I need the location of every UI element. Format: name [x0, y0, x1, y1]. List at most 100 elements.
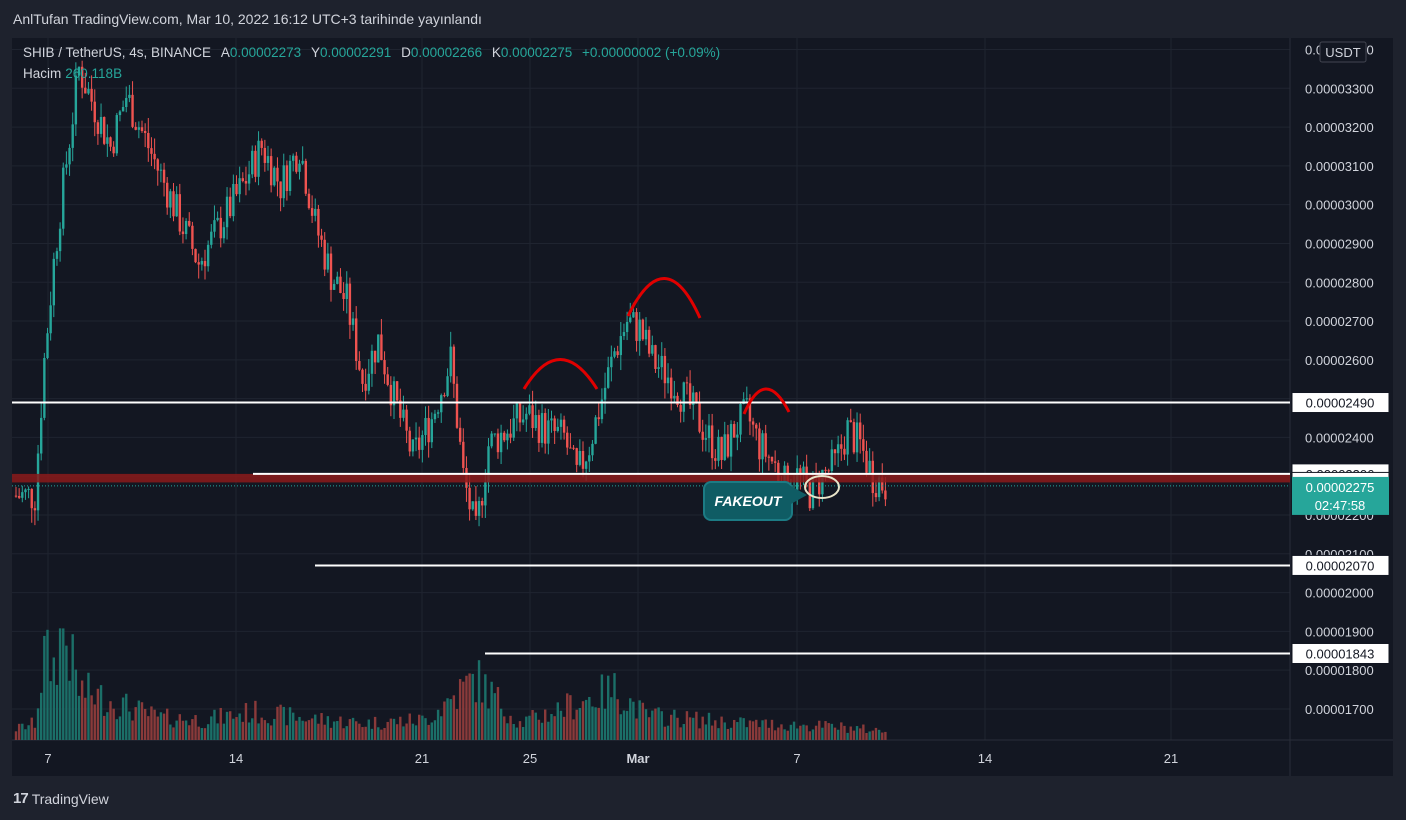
volume-bar — [162, 713, 166, 740]
candle-body — [203, 261, 207, 267]
candle-body — [197, 262, 200, 265]
volume-bar — [169, 724, 172, 740]
volume-bar — [377, 727, 380, 740]
volume-bar — [584, 699, 588, 740]
volume-bar — [764, 719, 767, 740]
volume-bar — [632, 701, 635, 740]
candle-body — [660, 355, 663, 368]
volume-bar — [355, 721, 358, 740]
volume-bar — [695, 711, 698, 740]
volume-bar — [666, 725, 670, 740]
volume-bar — [707, 712, 711, 740]
volume-bar — [723, 722, 726, 740]
volume-bar — [109, 701, 112, 740]
candle-body — [616, 351, 619, 356]
candle-body — [178, 194, 181, 232]
volume-bar — [720, 716, 723, 740]
volume-bar — [222, 723, 226, 740]
candle-body — [591, 443, 594, 456]
candle-body — [685, 382, 689, 384]
volume-bar — [544, 709, 547, 740]
candle-body — [550, 418, 553, 421]
candle-body — [266, 156, 270, 163]
volume-bar — [512, 723, 515, 740]
volume-bar — [24, 729, 27, 740]
candle-body — [818, 473, 821, 495]
candle-body — [733, 424, 736, 438]
volume-bar — [238, 713, 241, 740]
x-tick-label: 14 — [229, 751, 243, 766]
candle-body — [629, 317, 632, 322]
candle-body — [314, 208, 317, 216]
candle-body — [27, 488, 30, 490]
volume-bar — [852, 730, 856, 740]
candle-body — [219, 217, 222, 239]
volume-bar — [241, 721, 244, 740]
volume-bar — [613, 673, 616, 740]
volume-bar — [449, 699, 452, 740]
symbol-legend: SHIB / TetherUS, 4s, BINANCE A0.00002273… — [23, 45, 720, 60]
volume-bar — [351, 717, 355, 740]
volume-bar — [644, 709, 648, 740]
volume-bar — [755, 719, 758, 740]
volume-bar — [370, 728, 374, 740]
volume-bar — [673, 709, 676, 740]
volume-bar — [307, 720, 311, 740]
volume-bar — [33, 727, 37, 740]
candle-body — [118, 111, 122, 116]
y-tick-label: 0.00002900 — [1305, 236, 1374, 251]
volume-bar — [131, 720, 134, 740]
volume-bar — [843, 725, 846, 740]
candle-body — [125, 97, 128, 108]
candle-body — [525, 413, 528, 420]
candle-body — [279, 181, 282, 199]
volume-bar — [424, 718, 427, 740]
volume-bar — [288, 707, 292, 740]
candle-body — [430, 419, 433, 443]
volume-bar — [833, 727, 837, 740]
volume-bar — [868, 731, 871, 740]
volume-bar — [361, 727, 364, 740]
volume-bar — [830, 723, 834, 740]
candle-body — [339, 276, 342, 294]
candle-body — [24, 489, 27, 493]
volume-bar — [701, 716, 704, 740]
candle-body — [405, 409, 408, 431]
candle-body — [84, 87, 87, 94]
candle-body — [383, 360, 386, 375]
candle-body — [884, 490, 887, 500]
candle-body — [566, 432, 569, 448]
candle-body — [112, 146, 115, 154]
footer-brand[interactable]: 17 TradingView — [13, 790, 109, 807]
candle-body — [625, 321, 629, 333]
volume-bar — [676, 717, 679, 740]
volume-bar — [616, 699, 619, 740]
candle-body — [418, 437, 421, 450]
candle-body — [288, 160, 292, 192]
candle-body — [225, 196, 229, 228]
candle-body — [159, 169, 163, 171]
candle-body — [836, 444, 840, 454]
volume-bar — [446, 698, 449, 740]
candle-body — [619, 336, 622, 356]
volume-bar — [490, 681, 493, 740]
candle-body — [14, 495, 18, 497]
volume-bar — [550, 713, 553, 740]
volume-bar — [367, 719, 370, 740]
volume-bar — [40, 692, 43, 740]
volume-bar — [569, 695, 572, 740]
volume-bar — [96, 688, 100, 740]
volume-bar — [172, 727, 175, 740]
candle-body — [229, 196, 232, 217]
candle-body — [232, 184, 235, 217]
candle-body — [868, 460, 871, 473]
volume-bar — [27, 725, 30, 740]
volume-bar — [468, 673, 471, 740]
volume-bar — [358, 723, 361, 740]
candle-body — [304, 160, 307, 194]
volume-bar — [282, 706, 285, 740]
candle-body — [370, 350, 374, 374]
volume-bar — [112, 708, 115, 740]
candle-body — [295, 155, 298, 172]
